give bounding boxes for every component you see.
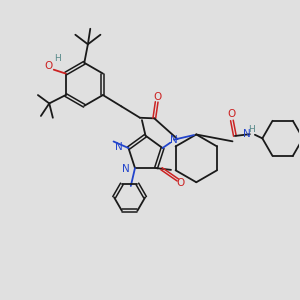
Text: O: O — [153, 92, 161, 102]
Text: O: O — [177, 178, 185, 188]
Text: N: N — [243, 129, 251, 139]
Text: H: H — [54, 54, 61, 63]
Text: O: O — [44, 61, 53, 71]
Text: N: N — [122, 164, 130, 174]
Text: O: O — [227, 110, 236, 119]
Text: N: N — [170, 135, 178, 145]
Text: H: H — [248, 125, 255, 134]
Text: N: N — [116, 142, 123, 152]
